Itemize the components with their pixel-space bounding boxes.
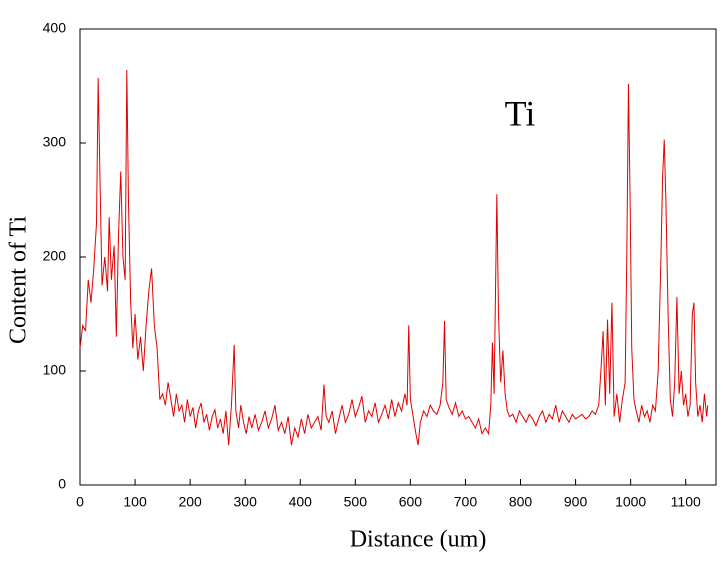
x-tick-label: 900 [564, 494, 588, 510]
data-line [79, 70, 709, 446]
y-tick-label: 400 [43, 20, 67, 36]
x-tick-label: 0 [76, 494, 84, 510]
x-tick-label: 300 [234, 494, 258, 510]
y-tick-label: 300 [43, 134, 67, 150]
x-tick-label: 500 [344, 494, 368, 510]
y-tick-label: 0 [58, 476, 66, 492]
x-tick-label: 600 [399, 494, 423, 510]
x-tick-label: 1100 [671, 494, 701, 510]
y-tick-label: 200 [43, 248, 67, 264]
annotation: Ti [505, 93, 536, 133]
x-tick-label: 1000 [615, 494, 646, 510]
x-tick-label: 700 [454, 494, 478, 510]
y-axis-label: Content of Ti [6, 216, 32, 344]
x-tick-label: 800 [509, 494, 533, 510]
x-tick-label: 200 [178, 494, 202, 510]
x-tick-label: 100 [123, 494, 147, 510]
y-tick-label: 100 [43, 362, 67, 378]
x-tick-label: 400 [289, 494, 313, 510]
x-axis-label: Distance (um) [350, 527, 487, 553]
